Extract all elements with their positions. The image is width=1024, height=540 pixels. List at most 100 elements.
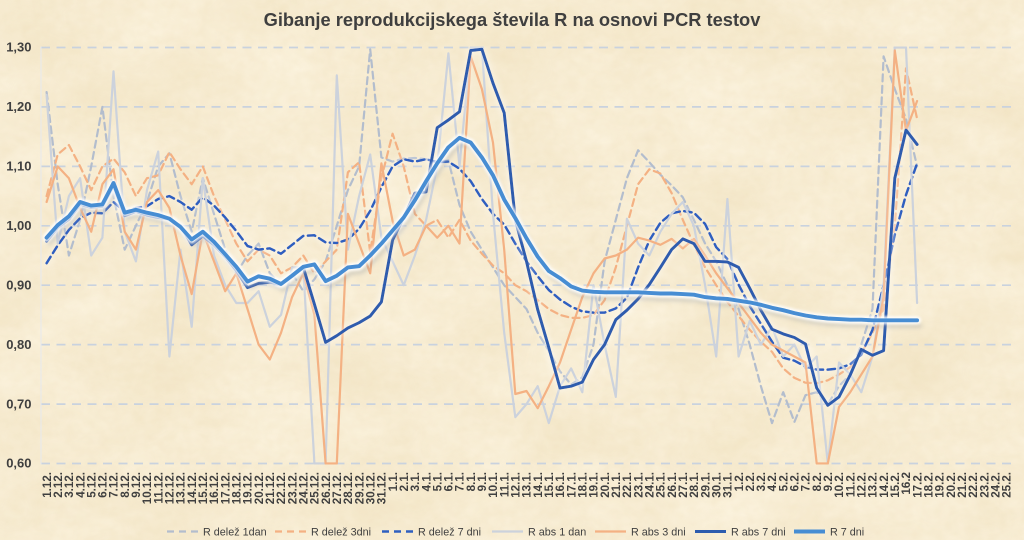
svg-text:15.1.: 15.1. <box>543 472 556 498</box>
svg-text:Gibanje reprodukcijskega števi: Gibanje reprodukcijskega števila R na os… <box>264 9 762 30</box>
svg-text:22.2.: 22.2. <box>967 472 980 498</box>
svg-text:5.1.: 5.1. <box>431 472 444 491</box>
svg-text:11.12.: 11.12. <box>152 472 165 504</box>
svg-text:14.12.: 14.12. <box>186 472 199 504</box>
svg-text:10.1.: 10.1. <box>487 472 500 498</box>
svg-text:17.12.: 17.12. <box>219 472 232 504</box>
svg-text:26.12.: 26.12. <box>320 472 333 504</box>
svg-text:29.1.: 29.1. <box>699 472 712 498</box>
svg-text:26.1.: 26.1. <box>666 472 679 498</box>
svg-text:16.2: 16.2 <box>900 472 913 495</box>
svg-text:R abs 7 dni: R abs 7 dni <box>731 527 786 539</box>
svg-text:12.2.: 12.2. <box>856 472 869 498</box>
svg-text:19.2.: 19.2. <box>934 472 947 498</box>
svg-text:30.12.: 30.12. <box>364 472 377 504</box>
svg-text:10.2.: 10.2. <box>833 472 846 498</box>
svg-text:28.12.: 28.12. <box>342 472 355 504</box>
svg-text:23.1.: 23.1. <box>632 472 645 498</box>
svg-text:0,60: 0,60 <box>6 456 31 471</box>
svg-text:25.1.: 25.1. <box>655 472 668 498</box>
svg-text:0,90: 0,90 <box>6 277 31 292</box>
svg-text:R delež 3dni: R delež 3dni <box>311 527 371 539</box>
svg-text:1,10: 1,10 <box>6 159 31 174</box>
svg-text:R 7 dni: R 7 dni <box>830 527 864 539</box>
svg-text:5.12.: 5.12. <box>85 472 98 498</box>
svg-text:21.2.: 21.2. <box>956 472 969 498</box>
svg-text:18.1.: 18.1. <box>577 472 590 498</box>
svg-text:22.12.: 22.12. <box>275 472 288 504</box>
svg-text:31.12.: 31.12. <box>376 472 389 504</box>
svg-text:9.2.: 9.2. <box>822 472 835 491</box>
svg-text:13.2.: 13.2. <box>867 472 880 498</box>
svg-text:18.12.: 18.12. <box>231 472 244 504</box>
svg-text:20.12.: 20.12. <box>253 472 266 504</box>
svg-text:2.2.: 2.2. <box>744 472 757 491</box>
svg-text:22.1.: 22.1. <box>621 472 634 498</box>
svg-text:R abs 3 dni: R abs 3 dni <box>631 527 686 539</box>
svg-text:1.2.: 1.2. <box>733 472 746 491</box>
svg-text:25.2.: 25.2. <box>1001 472 1014 498</box>
svg-text:4.2.: 4.2. <box>766 472 779 491</box>
svg-text:25.12.: 25.12. <box>309 472 322 504</box>
svg-text:16.1.: 16.1. <box>554 472 567 498</box>
svg-text:20.1.: 20.1. <box>599 472 612 498</box>
svg-text:R delež 1dan: R delež 1dan <box>203 527 267 539</box>
svg-text:3.2.: 3.2. <box>755 472 768 491</box>
svg-text:6.2.: 6.2. <box>789 472 802 491</box>
svg-text:24.2.: 24.2. <box>990 472 1003 498</box>
svg-text:2.1.: 2.1. <box>398 472 411 491</box>
svg-text:R abs 1 dan: R abs 1 dan <box>528 527 586 539</box>
svg-text:23.2.: 23.2. <box>978 472 991 498</box>
svg-text:17.1.: 17.1. <box>565 472 578 498</box>
svg-text:9.1.: 9.1. <box>476 472 489 491</box>
svg-text:4.12.: 4.12. <box>74 472 87 498</box>
svg-text:15.12.: 15.12. <box>197 472 210 504</box>
svg-text:12.12.: 12.12. <box>164 472 177 504</box>
svg-text:3.12.: 3.12. <box>63 472 76 498</box>
svg-text:21.12.: 21.12. <box>264 472 277 504</box>
svg-text:0,80: 0,80 <box>6 337 31 352</box>
svg-text:1,30: 1,30 <box>6 40 31 55</box>
svg-text:23.12.: 23.12. <box>286 472 299 504</box>
svg-text:13.12.: 13.12. <box>175 472 188 504</box>
svg-text:0,70: 0,70 <box>6 396 31 411</box>
svg-text:14.2.: 14.2. <box>878 472 891 498</box>
svg-text:1,20: 1,20 <box>6 99 31 114</box>
svg-text:1.12.: 1.12. <box>41 472 54 498</box>
svg-text:31.1.: 31.1. <box>722 472 735 498</box>
svg-text:20.2.: 20.2. <box>945 472 958 498</box>
svg-text:17.2.: 17.2. <box>911 472 924 498</box>
svg-text:11.1.: 11.1. <box>498 472 511 497</box>
svg-text:19.1.: 19.1. <box>588 472 601 498</box>
svg-text:8.1.: 8.1. <box>465 472 478 491</box>
svg-text:16.12.: 16.12. <box>208 472 221 504</box>
svg-text:12.1.: 12.1. <box>510 472 523 498</box>
svg-text:8.2.: 8.2. <box>811 472 824 491</box>
svg-text:7.12.: 7.12. <box>108 472 121 498</box>
svg-text:13.1.: 13.1. <box>521 472 534 498</box>
svg-text:6.12.: 6.12. <box>97 472 110 498</box>
svg-text:7.1.: 7.1. <box>454 472 467 491</box>
svg-text:27.1.: 27.1. <box>677 472 690 498</box>
svg-text:18.2.: 18.2. <box>923 472 936 498</box>
svg-text:4.1.: 4.1. <box>420 472 433 491</box>
svg-text:10.12.: 10.12. <box>141 472 154 504</box>
svg-text:11.2.: 11.2. <box>844 472 857 497</box>
svg-text:3.1.: 3.1. <box>409 472 422 491</box>
svg-text:29.12.: 29.12. <box>353 472 366 504</box>
svg-text:24.1.: 24.1. <box>644 472 657 498</box>
svg-text:24.12.: 24.12. <box>298 472 311 504</box>
svg-text:14.1.: 14.1. <box>532 472 545 498</box>
svg-text:R delež 7 dni: R delež 7 dni <box>418 527 481 539</box>
svg-text:7.2.: 7.2. <box>800 472 813 491</box>
svg-text:1,00: 1,00 <box>6 218 31 233</box>
svg-text:2.12.: 2.12. <box>52 472 65 498</box>
svg-text:19.12.: 19.12. <box>242 472 255 504</box>
svg-text:9.12.: 9.12. <box>130 472 143 498</box>
svg-text:21.1.: 21.1. <box>610 472 623 498</box>
svg-text:15.2.: 15.2. <box>889 472 902 498</box>
svg-text:1.1.: 1.1. <box>387 472 400 491</box>
svg-text:6.1.: 6.1. <box>443 472 456 491</box>
svg-text:8.12.: 8.12. <box>119 472 132 498</box>
svg-text:27.12.: 27.12. <box>331 472 344 504</box>
